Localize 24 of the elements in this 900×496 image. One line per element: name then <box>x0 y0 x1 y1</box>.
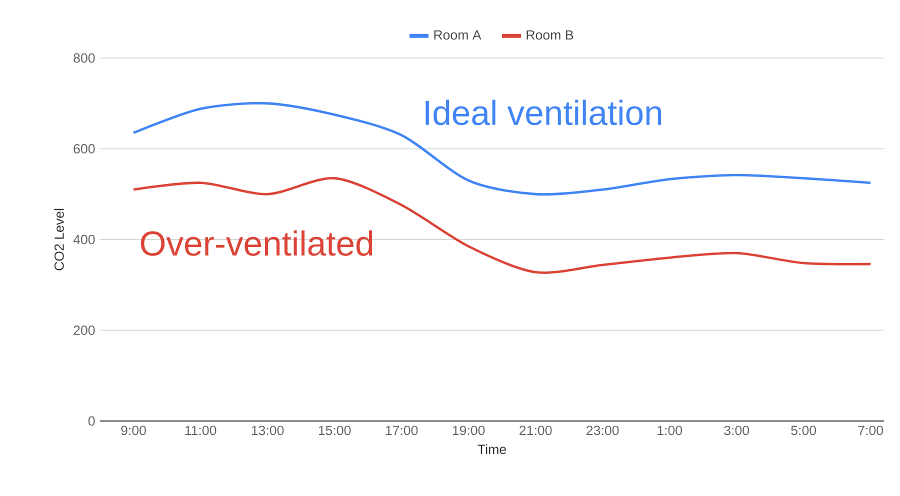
x-axis-title: Time <box>478 444 506 454</box>
y-axis-title: CO2 Level <box>54 208 64 270</box>
x-tick-label: 13:00 <box>252 426 284 436</box>
annotation: Over-ventilated <box>140 230 372 256</box>
y-tick-label: 200 <box>74 326 95 335</box>
x-tick-label: 17:00 <box>386 426 418 436</box>
x-tick-label: 23:00 <box>586 426 619 436</box>
x-tick-label: 7:00 <box>858 426 884 436</box>
x-tick-label: 3:00 <box>724 426 750 436</box>
legend-label: Room A <box>434 30 482 40</box>
x-tick-label: 19:00 <box>452 426 485 436</box>
legend-label: Room B <box>526 30 574 40</box>
x-tick-label: 21:00 <box>520 426 552 436</box>
y-tick-label: 400 <box>73 234 95 244</box>
x-tick-label: 1:00 <box>658 426 682 436</box>
y-tick-label: 0 <box>88 416 95 426</box>
y-tick-label: 800 <box>74 53 95 63</box>
x-tick-label: 11:00 <box>185 426 216 436</box>
x-tick-label: 9:00 <box>121 426 146 436</box>
annotation: Ideal ventilation <box>426 100 662 126</box>
x-tick-label: 15:00 <box>318 426 351 436</box>
y-tick-label: 600 <box>74 144 95 154</box>
x-tick-label: 5:00 <box>791 426 816 436</box>
line-series <box>132 177 872 274</box>
